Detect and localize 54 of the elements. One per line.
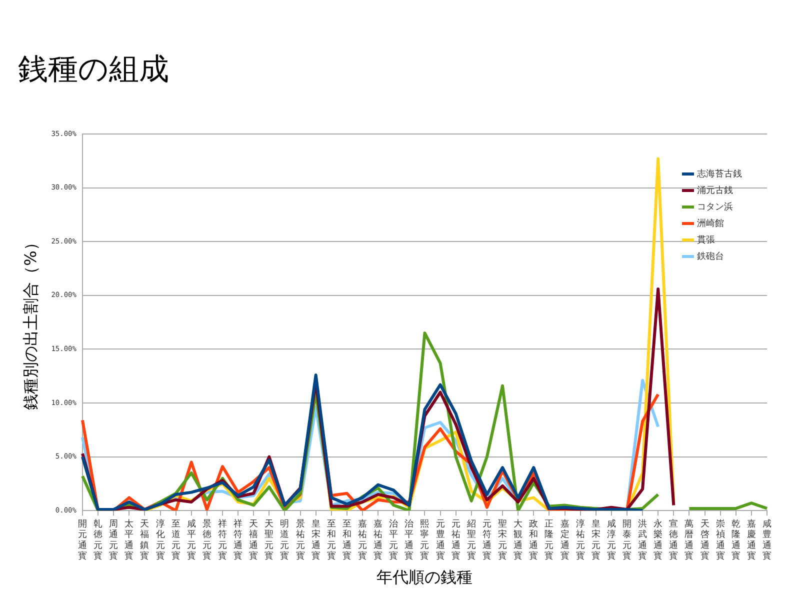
x-tick-label: 元豊通寳 xyxy=(436,518,445,562)
legend-label: 鉄砲台 xyxy=(697,250,724,262)
x-tick-label: 周通元寳 xyxy=(109,518,118,562)
x-tick-label: 嘉定通寳 xyxy=(560,518,570,562)
chart-title: 銭種の組成 xyxy=(18,52,169,87)
x-tick-label: 治平元寳 xyxy=(389,518,398,562)
x-tick-label: 大観通寳 xyxy=(514,518,523,562)
x-tick-label: 開元通寳 xyxy=(78,518,87,562)
x-tick-label: 永樂通寳 xyxy=(654,518,663,562)
x-tick-label: 明道元寳 xyxy=(280,518,290,562)
x-tick-label: 萬暦通寳 xyxy=(684,518,694,562)
x-axis-title: 年代順の銭種 xyxy=(376,568,473,587)
x-tick-label: 嘉慶通寳 xyxy=(746,518,756,562)
x-tick-label: 宣徳通寳 xyxy=(669,518,678,562)
x-tick-label: 正隆元寳 xyxy=(544,519,554,562)
x-tick-label: 洪武通寳 xyxy=(638,518,648,562)
legend-label: 洲崎館 xyxy=(697,218,724,229)
x-tick-label: 至道元寳 xyxy=(171,519,180,562)
x-tick-label: 皇宋元寳 xyxy=(591,518,600,562)
x-tick-label: 元符通寳 xyxy=(482,518,492,562)
x-tick-label: 嘉祐通寳 xyxy=(374,518,383,562)
x-tick-label: 淳祐元寳 xyxy=(576,518,585,562)
x-tick-label: 熙寧元寳 xyxy=(420,518,430,562)
x-tick-label: 至和元寳 xyxy=(326,519,336,562)
x-tick-label: 至和通寳 xyxy=(342,519,352,562)
x-tick-label: 嘉祐元寳 xyxy=(358,518,368,562)
x-tick-label: 元祐通寳 xyxy=(451,518,460,562)
x-tick-label: 天聖元寳 xyxy=(264,518,274,562)
x-tick-label: 景徳元寳 xyxy=(202,518,212,562)
x-tick-label: 治平通寳 xyxy=(404,518,414,562)
legend-label: 涌元古銭 xyxy=(697,184,733,196)
x-tick-label: 淳化元寳 xyxy=(156,518,165,562)
x-tick-label: 皇宋通寳 xyxy=(311,518,320,562)
y-axis-title: 銭種別の出土割合（%） xyxy=(20,234,40,410)
x-tick-label: 政和通寳 xyxy=(529,518,538,562)
x-tick-label: 聖宋元寳 xyxy=(498,518,508,562)
legend-label: コタン浜 xyxy=(697,201,733,212)
x-tick-label: 祥符通寳 xyxy=(234,518,243,562)
x-tick-label: 乹徳元寳 xyxy=(94,518,103,562)
x-tick-label: 咸淳元寳 xyxy=(606,518,616,562)
x-tick-label: 太平通寳 xyxy=(124,518,134,562)
legend-label: 志海苔古銭 xyxy=(697,168,742,180)
x-tick-label: 開泰元寳 xyxy=(622,518,632,562)
x-tick-label: 紹聖元寳 xyxy=(466,519,476,562)
x-tick-label: 崇禎通寳 xyxy=(716,518,725,562)
x-tick-label: 咸平元寳 xyxy=(186,518,196,562)
x-tick-label: 天啓通寳 xyxy=(700,518,710,562)
x-tick-label: 天禧通寳 xyxy=(249,518,258,562)
x-tick-label: 祥符元寳 xyxy=(218,518,227,562)
legend-label: 貫張 xyxy=(697,234,715,246)
x-tick-label: 乾隆通寳 xyxy=(731,518,740,562)
x-tick-label: 咸豊通寳 xyxy=(762,518,772,562)
x-tick-label: 景祐元寳 xyxy=(296,518,305,562)
x-tick-label: 天福鎮寳 xyxy=(140,518,150,562)
